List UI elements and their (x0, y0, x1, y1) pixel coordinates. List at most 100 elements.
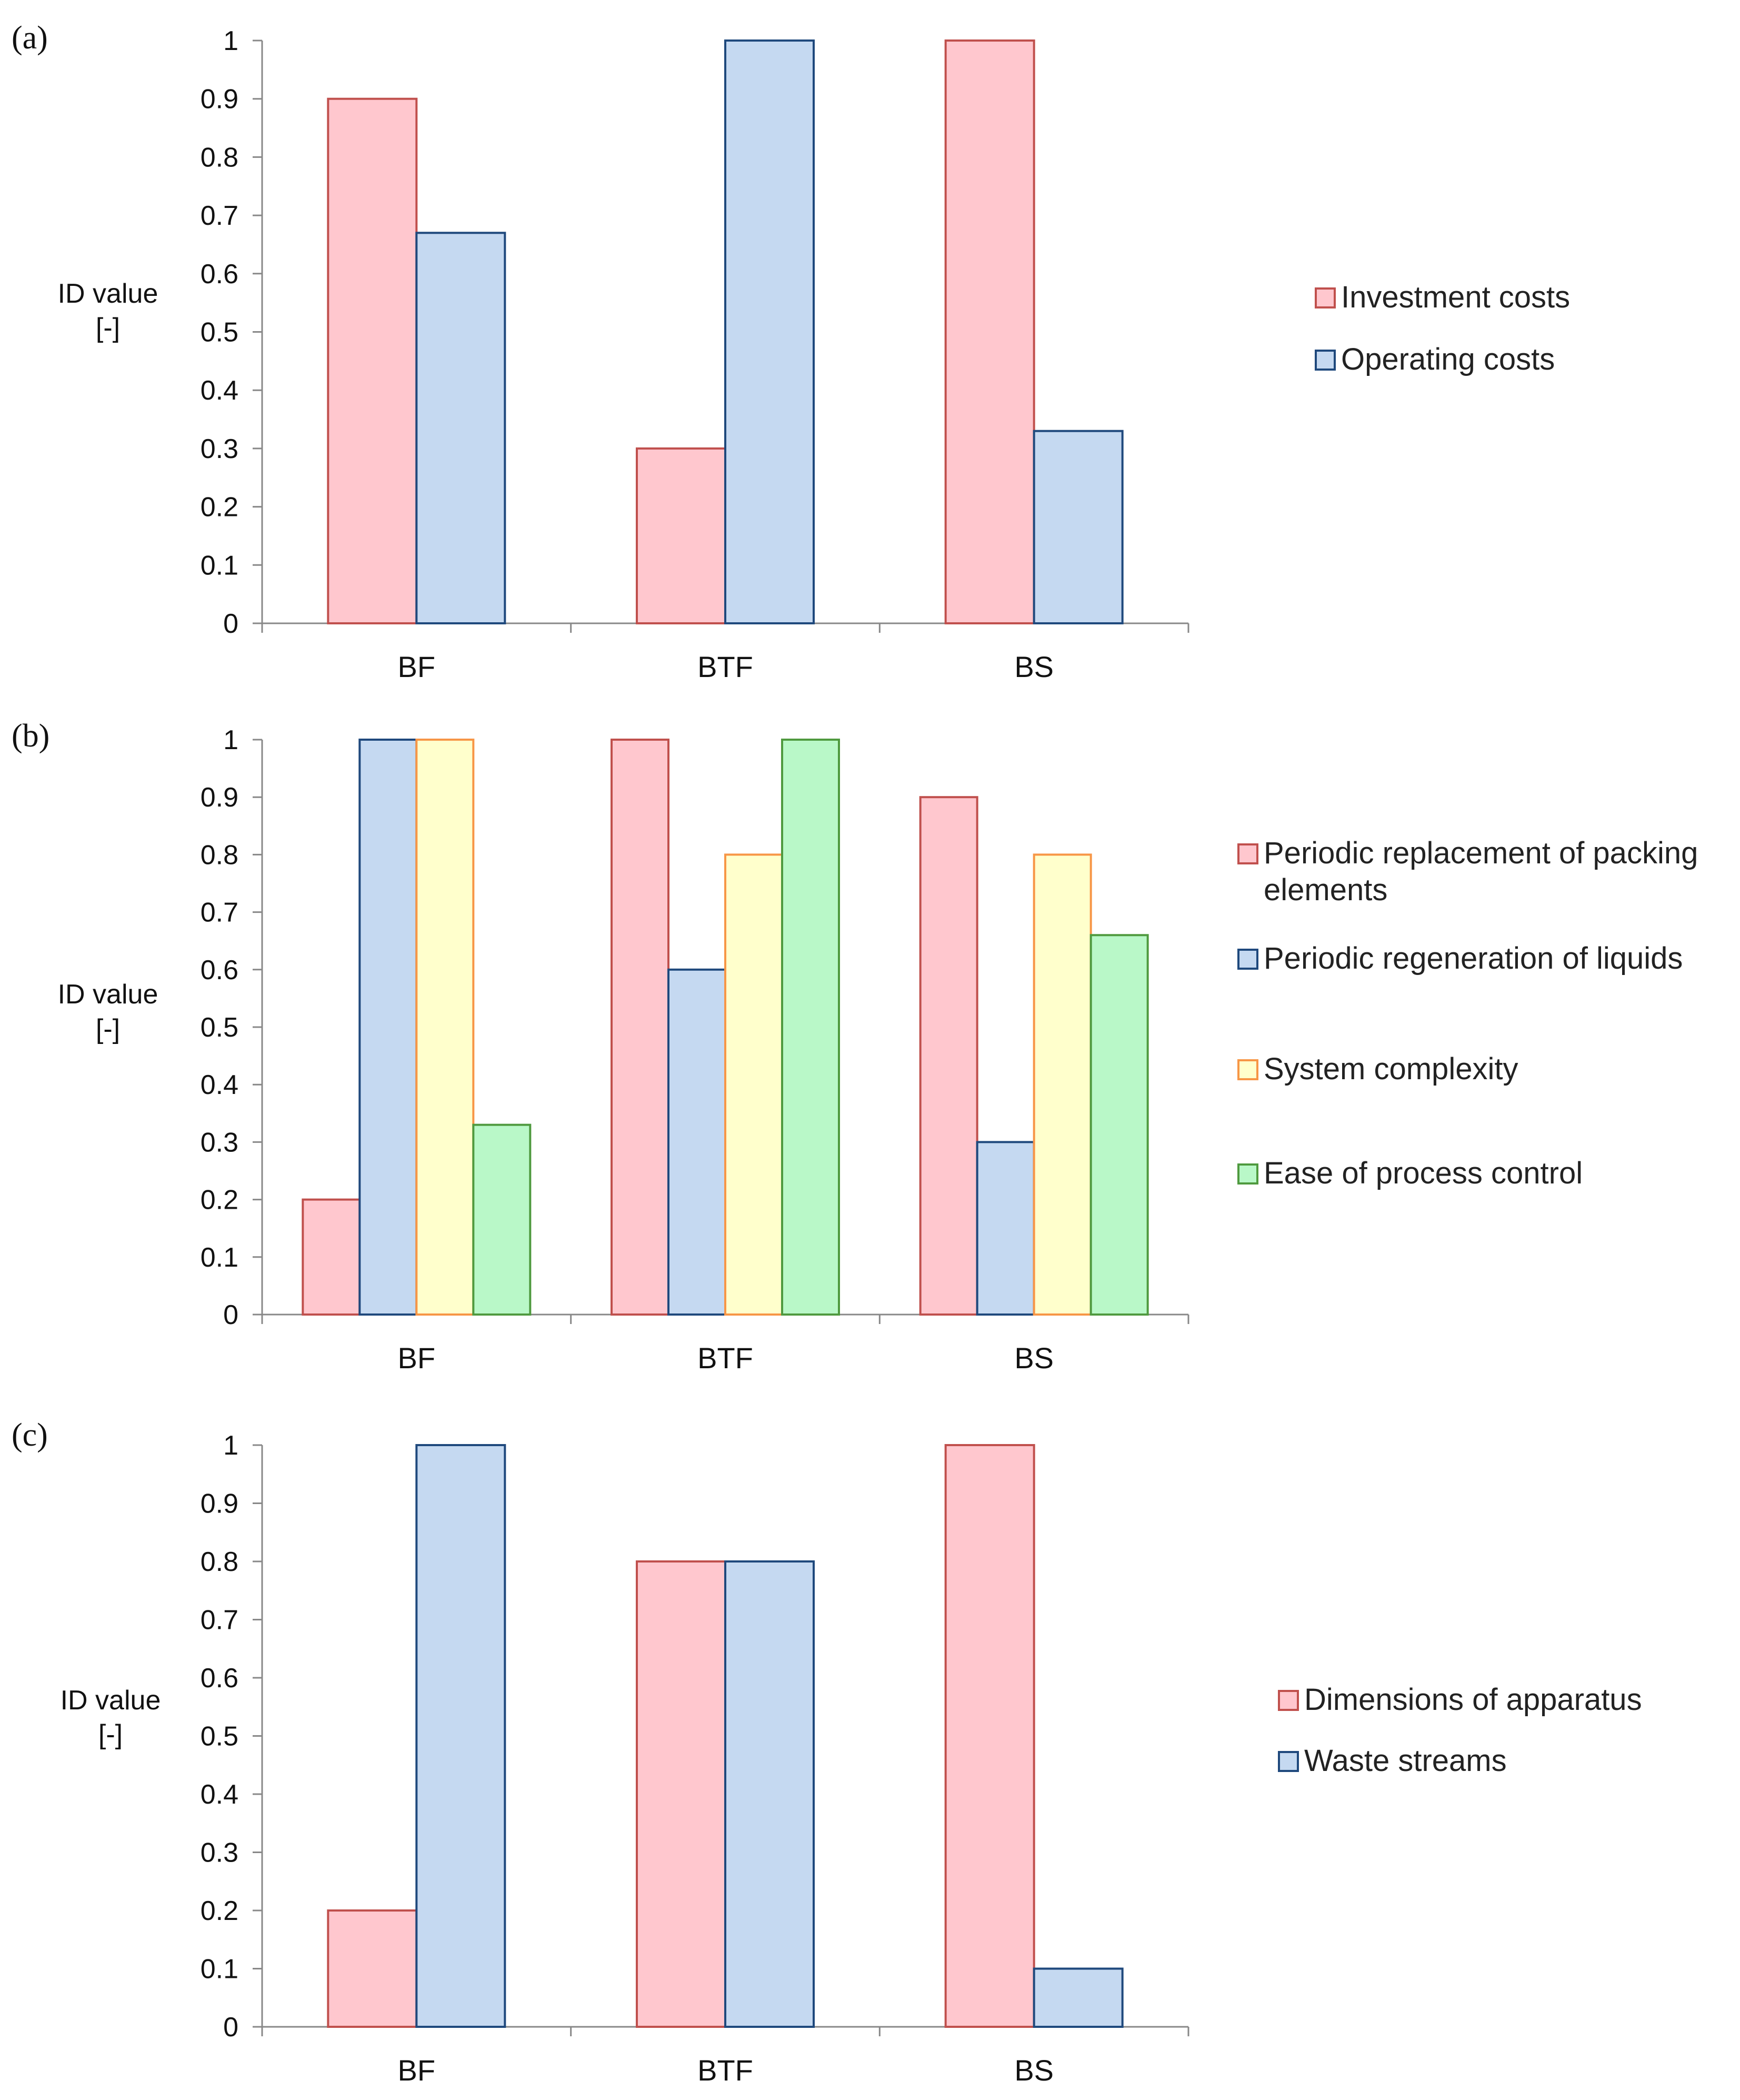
y-axis-unit: [-] (98, 1719, 123, 1750)
y-tick-label: 0.8 (201, 1547, 238, 1577)
legend-swatch (1278, 1751, 1299, 1772)
y-tick-label: 0.5 (201, 1012, 238, 1043)
y-tick-label: 0.1 (201, 1242, 238, 1273)
bar (1089, 934, 1149, 1316)
y-axis-unit: [-] (96, 313, 120, 343)
y-tick-label: 0 (223, 1300, 238, 1330)
legend-label: Periodic replacement of packing (1264, 836, 1698, 870)
bar (327, 97, 418, 624)
bar (415, 1444, 506, 2028)
legend: Periodic replacement of packingelementsP… (1237, 836, 1698, 1190)
bar (358, 739, 418, 1316)
legend-label: Dimensions of apparatus (1304, 1683, 1642, 1717)
y-tick-label: 0.9 (201, 84, 238, 115)
bar (415, 739, 475, 1316)
legend-swatch (1237, 1059, 1258, 1080)
y-tick-label: 1 (223, 26, 238, 56)
y-tick-label: 0.3 (201, 434, 238, 464)
y-tick-label: 0.8 (201, 840, 238, 870)
bar (472, 1123, 532, 1316)
legend-swatch (1237, 949, 1258, 970)
y-tick-label: 0.2 (201, 1896, 238, 1926)
y-axis-label: ID value (61, 1685, 161, 1716)
y-tick-label: 1 (223, 725, 238, 755)
y-tick-label: 0.2 (201, 492, 238, 523)
bar (781, 739, 840, 1316)
bar (976, 1141, 1035, 1316)
bar (667, 968, 726, 1316)
legend-label: Periodic regeneration of liquids (1264, 941, 1683, 976)
legend-item: Dimensions of apparatus (1278, 1683, 1642, 1717)
y-tick-label: 0.7 (201, 1605, 238, 1636)
y-tick-label: 0.4 (201, 375, 238, 406)
legend-label: System complexity (1264, 1052, 1518, 1086)
y-tick-label: 0.6 (201, 1663, 238, 1694)
category-label: BF (398, 650, 436, 683)
bar (724, 1560, 815, 2028)
legend-label: Operating costs (1341, 342, 1555, 376)
y-tick-label: 0.3 (201, 1838, 238, 1868)
y-tick-label: 0.5 (201, 1721, 238, 1752)
chart-panel-3: (c) ID value [-] 0 0.1 0.2 0.3 0.4 0.5 0.6 0.7 0.8 0… (12, 1417, 1642, 2087)
category-label: BF (398, 1341, 436, 1375)
y-tick-label: 0.5 (201, 317, 238, 348)
y-tick-label: 0.9 (201, 782, 238, 813)
bar (327, 1909, 418, 2028)
y-tick-label: 0 (223, 609, 238, 639)
y-tick-label: 1 (223, 1430, 238, 1461)
bar (724, 39, 815, 624)
legend-item: System complexity (1237, 1052, 1518, 1086)
legend-item: Investment costs (1315, 280, 1570, 314)
bar (724, 853, 783, 1316)
y-tick-label: 0.3 (201, 1127, 238, 1158)
panel-label: (c) (12, 1417, 48, 1453)
category-label: BF (398, 2054, 436, 2087)
legend-item: Periodic regeneration of liquids (1237, 941, 1683, 976)
category-label: BTF (697, 1341, 753, 1375)
y-tick-label: 0.7 (201, 898, 238, 928)
y-axis-unit: [-] (96, 1014, 120, 1044)
y-tick-label: 0.2 (201, 1185, 238, 1216)
y-tick-label: 0.9 (201, 1489, 238, 1519)
legend: Investment costs Operating costs (1315, 280, 1570, 376)
bar (1033, 1967, 1124, 2028)
y-tick-label: 0.4 (201, 1779, 238, 1810)
panel-label: (b) (12, 718, 49, 754)
legend-swatch (1278, 1690, 1299, 1711)
legend-swatch (1237, 1163, 1258, 1185)
bar (636, 447, 726, 625)
bar (944, 39, 1035, 624)
legend-item: Operating costs (1315, 342, 1555, 376)
y-tick-label: 0.1 (201, 550, 238, 581)
legend: Dimensions of apparatus Waste streams (1278, 1683, 1642, 1778)
legend-label: Waste streams (1304, 1744, 1507, 1778)
category-label: BTF (697, 2054, 753, 2087)
y-tick-label: 0 (223, 2012, 238, 2043)
chart-panel-2: (b) ID value [-] 0 0.1 0.2 0.3 0.4 0.5 0.6 0.7 0.8 0… (12, 718, 1698, 1375)
legend-label: Ease of process control (1264, 1156, 1583, 1190)
legend-label: Investment costs (1341, 280, 1570, 314)
bar (415, 232, 506, 624)
bar (919, 796, 978, 1316)
legend-swatch (1237, 843, 1258, 864)
y-tick-label: 0.6 (201, 259, 238, 290)
chart-panel-1: (a) ID value [-] 0 0.1 0.2 0.3 0.4 0.5 0.6 0.7 0.8 0… (12, 20, 1570, 683)
category-label: BS (1014, 2054, 1054, 2087)
bar (1033, 853, 1092, 1316)
y-axis-label: ID value (58, 278, 158, 309)
legend-swatch (1315, 287, 1336, 308)
category-label: BS (1014, 650, 1054, 683)
panel-label: (a) (12, 20, 48, 56)
y-tick-label: 0.7 (201, 201, 238, 231)
bar (636, 1560, 726, 2028)
bar (611, 739, 669, 1316)
y-tick-label: 0.6 (201, 955, 238, 986)
legend-item: Waste streams (1278, 1744, 1507, 1778)
bar (302, 1198, 361, 1316)
y-tick-label: 0.1 (201, 1954, 238, 1985)
y-axis-label: ID value (58, 979, 158, 1010)
category-label: BTF (697, 650, 753, 683)
y-tick-label: 0.4 (201, 1070, 238, 1100)
